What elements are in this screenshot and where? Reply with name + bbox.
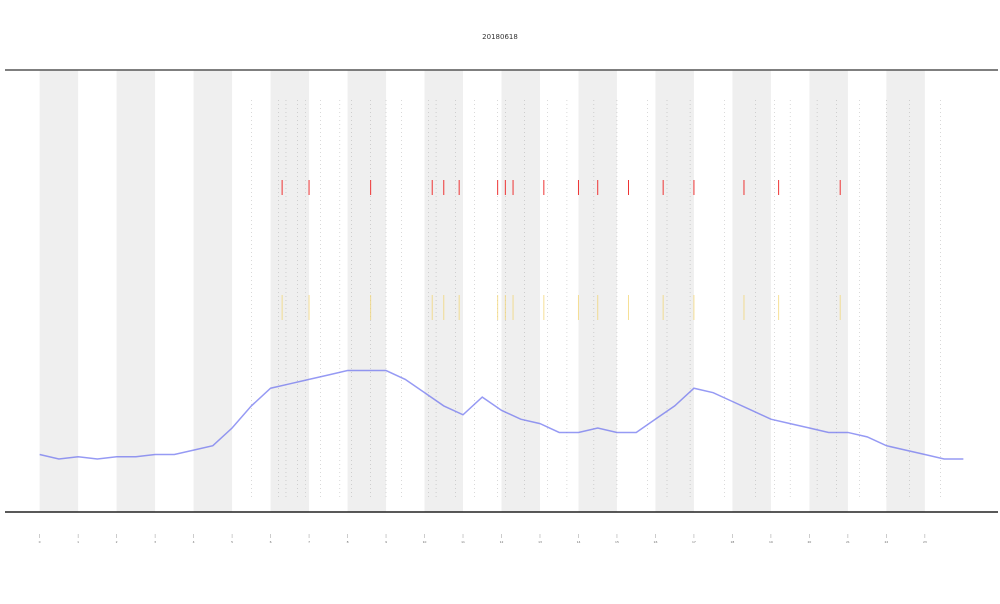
shade-band <box>39 70 79 512</box>
x-tick-label: 20 <box>807 540 811 544</box>
x-tick-label: 4 <box>193 540 195 544</box>
shade-band <box>424 70 464 512</box>
shade-band <box>732 70 771 512</box>
x-tick-label: 8 <box>347 540 349 544</box>
x-tick-label: 13 <box>538 540 542 544</box>
x-tick-label: 17 <box>692 540 696 544</box>
x-tick-label: 0 <box>39 540 41 544</box>
x-tick-label: 2 <box>116 540 118 544</box>
shade-band <box>270 70 310 512</box>
x-tick-label: 14 <box>577 540 581 544</box>
shade-band <box>655 70 694 512</box>
shade-band <box>193 70 233 512</box>
x-tick-label: 10 <box>423 540 427 544</box>
shade-band <box>347 70 387 512</box>
x-tick-label: 9 <box>385 540 387 544</box>
shade-band <box>809 70 848 512</box>
shade-band <box>116 70 156 512</box>
shade-band <box>578 70 617 512</box>
x-tick-label: 18 <box>731 540 735 544</box>
x-tick-label: 11 <box>461 540 465 544</box>
x-tick-label: 23 <box>923 540 927 544</box>
x-tick-label: 5 <box>231 540 233 544</box>
x-tick-label: 1 <box>77 540 79 544</box>
x-tick-label: 12 <box>500 540 504 544</box>
shade-band <box>886 70 925 512</box>
x-tick-label: 7 <box>308 540 310 544</box>
x-tick-label: 19 <box>769 540 773 544</box>
x-tick-label: 3 <box>154 540 156 544</box>
x-tick-label: 6 <box>270 540 272 544</box>
x-tick-label: 22 <box>884 540 888 544</box>
chart-title: 20180618 <box>482 33 518 41</box>
x-tick-label: 16 <box>654 540 658 544</box>
series-line <box>39 369 964 460</box>
shade-band <box>501 70 540 512</box>
x-tick-label: 15 <box>615 540 619 544</box>
x-tick-label: 21 <box>846 540 850 544</box>
